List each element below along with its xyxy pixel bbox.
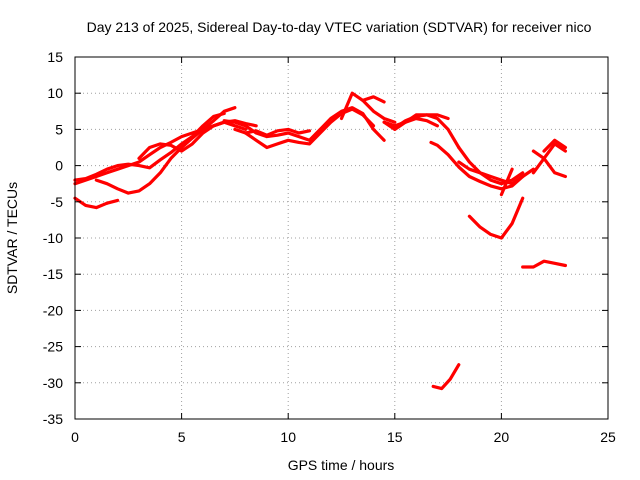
series-arc-2 xyxy=(73,111,226,182)
axis-ticks: 0 5 10 15 20 25 15 10 5 0 -5 -10 -15 -20 -25 -30 -35 xyxy=(43,49,616,445)
y-tick-label: -10 xyxy=(43,230,63,246)
series-arc-11 xyxy=(361,95,386,104)
y-tick-label: -5 xyxy=(51,194,64,210)
series-arc-1 xyxy=(73,119,258,186)
series-arc-3 xyxy=(94,106,237,195)
series-arc-23 xyxy=(521,259,568,269)
series-arc-19 xyxy=(531,142,568,175)
series-arc-17 xyxy=(457,160,525,186)
y-tick-label: 0 xyxy=(55,158,63,174)
x-axis-label: GPS time / hours xyxy=(288,457,395,473)
x-tick-label: 10 xyxy=(280,429,296,445)
y-axis-label: SDTVAR / TECUs xyxy=(4,182,20,294)
series-arc-20 xyxy=(531,149,568,179)
x-tick-label: 20 xyxy=(494,429,510,445)
series-arc-5 xyxy=(105,198,120,205)
series-arc-16 xyxy=(429,140,525,191)
series-arc-24 xyxy=(431,363,461,391)
series-arc-6 xyxy=(137,120,248,160)
y-tick-label: 15 xyxy=(47,49,63,65)
series-arc-21 xyxy=(542,138,568,153)
x-tick-label: 15 xyxy=(387,429,403,445)
x-tick-label: 5 xyxy=(178,429,186,445)
series-arc-22 xyxy=(467,196,525,240)
x-tick-label: 0 xyxy=(71,429,79,445)
y-tick-label: -15 xyxy=(43,266,63,282)
series-arc-14 xyxy=(393,113,450,130)
y-tick-label: -25 xyxy=(43,339,63,355)
y-tick-label: -20 xyxy=(43,302,63,318)
x-tick-label: 25 xyxy=(600,429,616,445)
series-arc-18 xyxy=(499,167,514,197)
data-series xyxy=(73,91,568,391)
series-arc-8 xyxy=(244,107,376,150)
y-tick-label: 5 xyxy=(55,121,63,137)
series-arc-9 xyxy=(233,127,312,137)
y-tick-label: 10 xyxy=(47,85,63,101)
y-tick-label: -35 xyxy=(43,411,63,427)
y-tick-label: -30 xyxy=(43,375,63,391)
series-arc-13 xyxy=(382,116,439,131)
chart-title: Day 213 of 2025, Sidereal Day-to-day VTE… xyxy=(87,19,592,35)
series-arc-4 xyxy=(73,196,109,210)
series-arc-10 xyxy=(339,91,397,124)
